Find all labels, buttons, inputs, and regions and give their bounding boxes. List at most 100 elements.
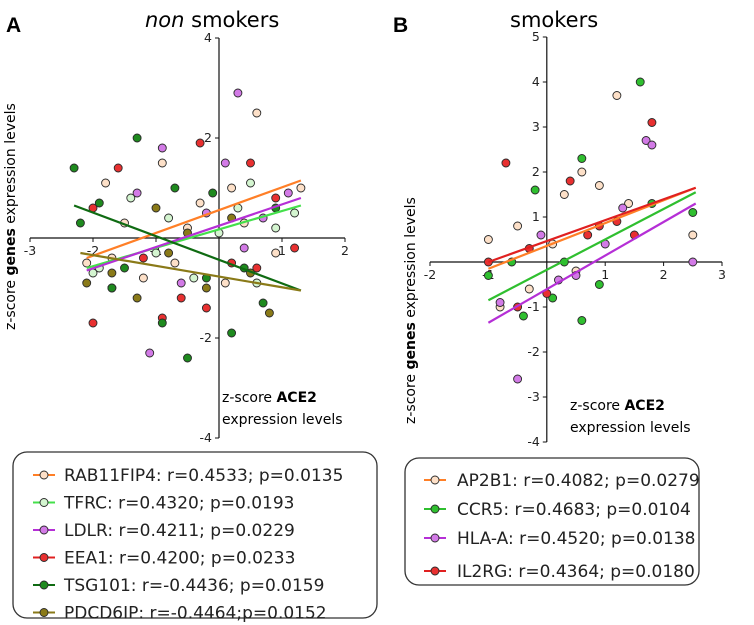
panel-a-point-tsg101 (120, 263, 129, 273)
panel-b-point-hla-a (513, 374, 523, 384)
panel-a-legend-label-tfrc: TFRC: r=0.4320; p=0.0193 (63, 494, 295, 514)
panel-a-legend: RAB11FIP4: r=0.4533; p=0.0135 TFRC: r=0.4… (33, 466, 343, 624)
panel-a-legend-marker-tsg101 (39, 580, 49, 590)
panel-b-point-il2rg (647, 118, 657, 127)
panel-b-x-tick-label: 3 (718, 267, 726, 282)
panel-a-legend-marker-ldlr (39, 525, 49, 535)
panel-b-point-ap2b1 (559, 190, 569, 199)
panel-a-point-ldlr (132, 188, 142, 198)
panel-a-y-label: z-score genes expression levels (3, 103, 19, 330)
panel-b-legend-label-hla-a: HLA-A: r=0.4520; p=0.0138 (457, 529, 696, 549)
panel-a-point-rab11fip4 (157, 158, 167, 168)
panel-a-point-rab11fip4 (252, 108, 262, 118)
panel-b-point-ap2b1 (612, 91, 622, 100)
panel-a-point-eea1 (88, 318, 98, 328)
panel-b-title: smokers (510, 8, 598, 32)
panel-a-point-ldlr (283, 188, 293, 198)
panel-b-legend-marker-il2rg (430, 566, 440, 576)
panel-a-point-pdcd6ip (132, 293, 142, 303)
panel-a-fit-line-ldlr (86, 196, 302, 272)
panel-b-point-hla-a (495, 298, 505, 307)
panel-a-point-eea1 (195, 138, 205, 148)
panel-b-point-ap2b1 (624, 199, 634, 208)
panel-a-point-tsg101 (94, 198, 104, 208)
panel-a-point-tfrc (164, 213, 174, 223)
panel-a-fit-line-pdcd6ip (80, 251, 302, 292)
panel-b-fit-line-ccr5 (487, 191, 697, 302)
panel-a-y-tick-label: -4 (200, 430, 213, 445)
panel-a-legend-label-rab11fip4: RAB11FIP4: r=0.4533; p=0.0135 (64, 466, 343, 486)
panel-b-point-ap2b1 (577, 167, 587, 177)
panel-a-legend-marker-pdcd6ip (39, 608, 49, 617)
panel-a-point-rab11fip4 (170, 258, 180, 268)
panel-a-point-pdcd6ip (264, 308, 274, 318)
panel-b-legend-marker-hla-a (430, 533, 440, 543)
panel-b-point-ap2b1 (524, 284, 534, 294)
panel-a-point-pdcd6ip (151, 203, 161, 213)
panel-a-point-tsg101 (227, 328, 237, 338)
panel-a-point-eea1 (113, 163, 123, 173)
panel-b-legend-marker-ap2b1 (430, 475, 440, 485)
panel-a-point-tfrc (271, 223, 281, 233)
panel-a-point-ldlr (233, 88, 243, 98)
panel-a-point-tsg101 (183, 353, 192, 363)
panel-b-point-hla-a (641, 136, 651, 145)
panel-a-legend-marker-rab11fip4 (39, 470, 49, 480)
panel-b-point-ccr5 (548, 293, 558, 303)
panel-b-point-hla-a (618, 203, 628, 213)
panel-a-point-ldlr (239, 243, 249, 253)
panel-b-y-tick-label: 1 (532, 209, 540, 224)
panel-a-plot: -3-2-112-4-224 (24, 30, 349, 445)
panel-letter-b: B (393, 14, 408, 37)
panel-a-point-eea1 (176, 293, 186, 303)
panel-a-point-tsg101 (170, 183, 180, 193)
panel-b-y-tick-label: 3 (532, 119, 540, 134)
panel-b-x-tick-label: -2 (424, 267, 436, 282)
panel-a-point-tsg101 (208, 188, 218, 198)
panel-b-legend-label-ccr5: CCR5: r=0.4683; p=0.0104 (457, 500, 691, 520)
panel-b-legend-marker-ccr5 (430, 504, 440, 514)
panel-a-point-tfrc (290, 208, 300, 218)
panel-b-y-tick-label: -1 (527, 299, 539, 314)
panel-a-point-ldlr (145, 348, 155, 358)
panel-b-point-ap2b1 (483, 235, 493, 244)
panel-a-point-pdcd6ip (201, 283, 211, 293)
panel-b-legend-box (404, 457, 700, 586)
panel-b-point-ap2b1 (513, 221, 523, 231)
panel-b-y-tick-label: -2 (527, 344, 539, 359)
panel-b-point-ccr5 (577, 316, 587, 325)
panel-a-legend-label-ldlr: LDLR: r=0.4211; p=0.0229 (64, 521, 295, 541)
panel-b-fit-line-il2rg (488, 186, 697, 264)
panel-a-title: non smokers (145, 8, 279, 32)
panel-a-point-eea1 (138, 253, 148, 263)
panel-a-point-rab11fip4 (296, 183, 306, 193)
panel-b-point-ap2b1 (688, 230, 698, 240)
panel-a-point-ldlr (176, 278, 186, 288)
panel-a-point-ldlr (220, 158, 230, 168)
panel-b-legend-label-il2rg: IL2RG: r=0.4364; p=0.0180 (457, 562, 695, 582)
panel-a-y-tick-label: 4 (204, 30, 212, 45)
panel-b-x-label: z-score ACE2 (570, 398, 665, 414)
panel-a-title-rest: smokers (184, 8, 279, 32)
panel-a-legend-label-pdcd6ip: PDCD6IP: r=-0.4464;p=0.0152 (64, 604, 327, 624)
panel-a-point-pdcd6ip (107, 268, 117, 278)
panel-a-point-eea1 (201, 303, 211, 313)
panel-a-point-pdcd6ip (164, 248, 174, 258)
panel-a-fit-line-tsg101 (73, 204, 302, 292)
panel-a-x-tick-label: 2 (341, 243, 349, 258)
panel-a-point-eea1 (246, 158, 255, 168)
panel-a-y-tick-label: 2 (204, 130, 212, 145)
panel-a-legend-box (12, 451, 378, 619)
panel-b-point-hla-a (688, 257, 698, 267)
panel-a-point-tfrc (151, 248, 161, 258)
panel-b-point-ccr5 (518, 311, 528, 321)
panel-b-point-ap2b1 (594, 181, 604, 190)
panel-a-legend-marker-eea1 (39, 553, 49, 562)
panel-a-point-eea1 (290, 243, 300, 253)
panel-b-point-hla-a (647, 140, 657, 150)
panel-a-point-tsg101 (157, 318, 167, 328)
panel-a-point-rab11fip4 (138, 273, 148, 283)
panel-b-x-label-line2: expression levels (570, 420, 691, 436)
panel-b-y-tick-label: 4 (532, 74, 540, 89)
